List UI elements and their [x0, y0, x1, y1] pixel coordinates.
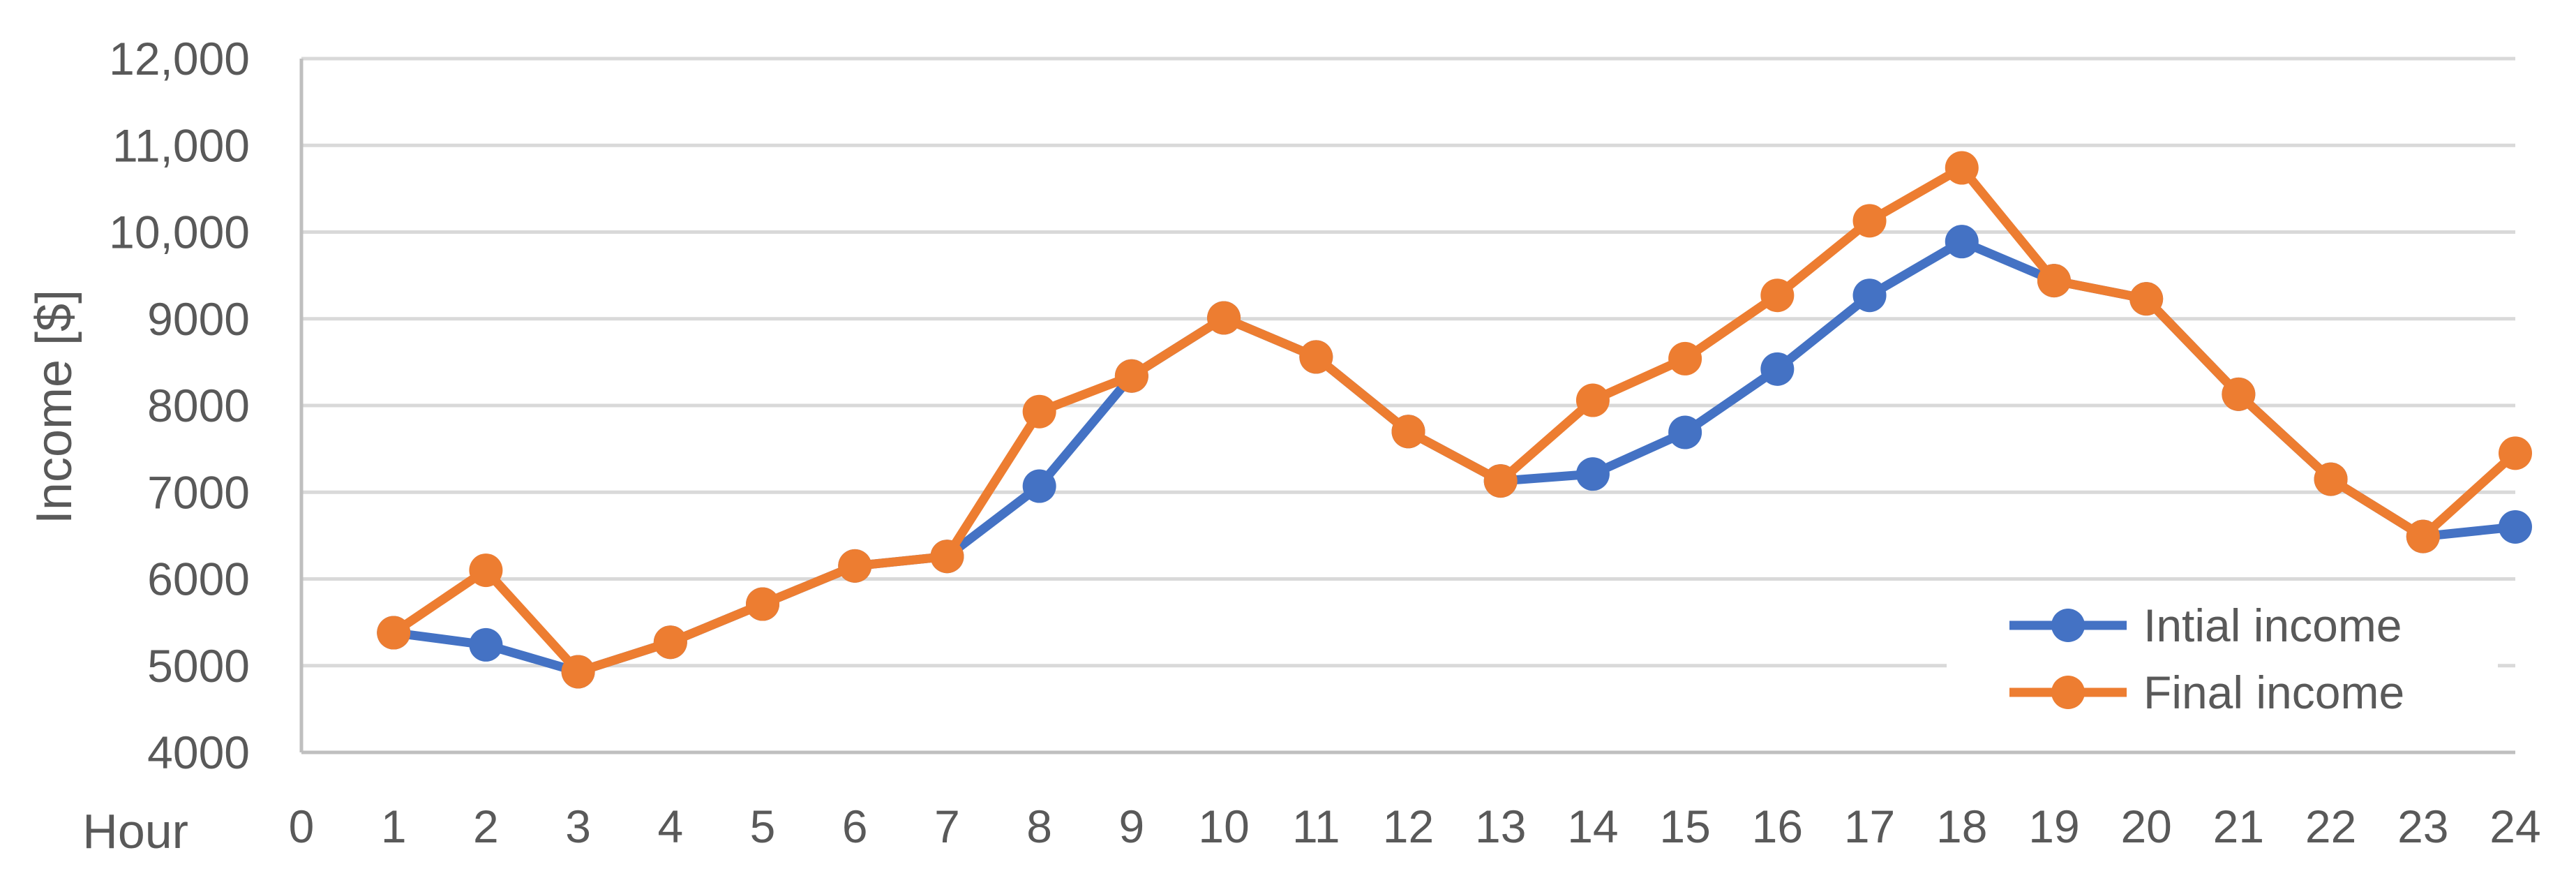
gridlines: [301, 57, 2515, 754]
data-point: [469, 627, 503, 662]
legend-marker: [2051, 676, 2085, 709]
data-point: [838, 549, 872, 583]
x-tick-label: 7: [934, 801, 960, 852]
y-tick-label: 9000: [147, 293, 250, 345]
legend-box: [1947, 586, 2498, 733]
x-tick-label: 22: [2305, 801, 2356, 852]
y-tick-label: 6000: [147, 553, 250, 605]
x-tick-label: 23: [2397, 801, 2448, 852]
data-point: [1299, 340, 1333, 374]
y-tick-label: 5000: [147, 640, 250, 692]
x-tick-label: 8: [1026, 801, 1052, 852]
x-tick-label: 5: [750, 801, 776, 852]
data-point: [1575, 457, 1610, 491]
data-point: [1760, 278, 1795, 313]
x-tick-label: 15: [1659, 801, 1710, 852]
x-tick-labels: 0 1 2 3 4 5 6 7 8 9 10 11 12 13 14 15 16 17 18 19 20 21 22 23 24: [289, 801, 2541, 852]
data-point: [1668, 415, 1702, 449]
x-tick-label: 11: [1292, 801, 1340, 852]
data-point: [1852, 278, 1887, 313]
data-point: [1945, 151, 1979, 185]
x-tick-label: 17: [1844, 801, 1895, 852]
x-tick-label: 0: [289, 801, 315, 852]
x-tick-label: 24: [2489, 801, 2540, 852]
x-tick-label: 13: [1475, 801, 1526, 852]
data-point: [2037, 264, 2071, 298]
data-point: [1114, 359, 1148, 393]
legend-label: Intial income: [2143, 600, 2402, 651]
data-point: [561, 655, 595, 689]
x-tick-label: 20: [2120, 801, 2171, 852]
data-point: [746, 587, 780, 621]
data-point: [1391, 415, 1425, 449]
data-point: [1575, 383, 1610, 417]
x-tick-label: 2: [473, 801, 499, 852]
x-tick-label: 16: [1752, 801, 1803, 852]
y-tick-label: 7000: [147, 466, 250, 518]
data-point: [469, 553, 503, 588]
data-point: [1483, 464, 1518, 498]
x-tick-label: 9: [1119, 801, 1145, 852]
data-point: [2499, 510, 2532, 544]
data-point: [1760, 352, 1795, 386]
data-point: [1022, 469, 1056, 503]
y-tick-label: 10,000: [109, 207, 250, 258]
data-point: [2222, 377, 2256, 411]
x-tick-label: 6: [842, 801, 868, 852]
y-tick-label: 4000: [147, 727, 250, 778]
y-axis-title: Income [$]: [27, 290, 82, 524]
data-point: [2314, 462, 2348, 496]
data-point: [930, 540, 964, 574]
x-tick-label: 19: [2028, 801, 2079, 852]
legend-marker: [2051, 609, 2085, 642]
data-point: [653, 625, 687, 660]
x-axis-title: Hour: [82, 804, 188, 858]
x-tick-label: 1: [381, 801, 407, 852]
data-point: [377, 616, 411, 650]
data-point: [1945, 225, 1979, 259]
series-layer: [377, 151, 2532, 689]
x-tick-label: 18: [1936, 801, 1987, 852]
legend: Intial income Final income: [2009, 600, 2404, 718]
x-tick-label: 12: [1383, 801, 1434, 852]
y-tick-label: 8000: [147, 380, 250, 431]
data-point: [2129, 282, 2164, 316]
y-tick-label: 11,000: [112, 119, 250, 171]
x-tick-label: 21: [2213, 801, 2264, 852]
data-point: [1207, 301, 1241, 335]
x-tick-label: 14: [1567, 801, 1618, 852]
data-point: [2406, 519, 2440, 553]
legend-label: Final income: [2143, 667, 2404, 718]
x-tick-label: 4: [657, 801, 683, 852]
data-point: [2499, 436, 2532, 470]
data-point: [1668, 341, 1702, 375]
data-point: [1022, 394, 1056, 429]
y-tick-labels: 4000 5000 6000 7000 8000 9000 10,000 11,000 12,0…: [109, 33, 250, 778]
series-2: [377, 151, 2532, 689]
x-tick-label: 10: [1198, 801, 1249, 852]
data-point: [1852, 204, 1887, 238]
x-tick-label: 3: [565, 801, 591, 852]
y-tick-label: 12,000: [109, 33, 250, 84]
